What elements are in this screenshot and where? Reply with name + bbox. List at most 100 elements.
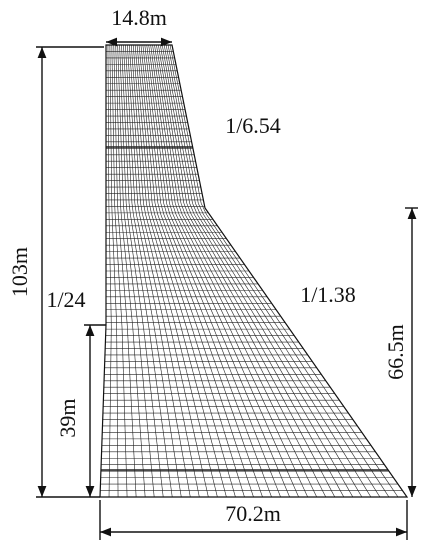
mesh-line xyxy=(213,259,220,272)
mesh-line xyxy=(145,225,149,238)
mesh-line xyxy=(321,395,330,407)
mesh-line xyxy=(162,316,166,328)
mesh-line xyxy=(262,451,268,464)
mesh-line xyxy=(132,440,135,452)
mesh-line xyxy=(214,451,218,464)
mesh-line xyxy=(243,372,250,385)
mesh-line xyxy=(192,395,196,407)
mesh-line xyxy=(183,338,188,351)
mesh-line xyxy=(149,124,151,136)
mesh-line xyxy=(234,417,239,430)
mesh-line xyxy=(204,350,209,362)
mesh-line xyxy=(241,417,247,430)
mesh-line xyxy=(117,203,119,215)
mesh-line xyxy=(124,293,126,305)
mesh-line xyxy=(146,146,149,159)
mesh-line xyxy=(219,395,224,407)
mesh-line xyxy=(125,225,128,238)
mesh-line xyxy=(178,90,182,102)
mesh-line xyxy=(176,101,179,113)
mesh-line xyxy=(177,225,184,238)
mesh-line xyxy=(130,395,132,407)
mesh-line xyxy=(243,304,251,317)
mesh-line xyxy=(171,225,177,238)
mesh-line xyxy=(172,67,175,79)
mesh-line xyxy=(130,214,133,226)
mesh-line xyxy=(176,90,180,102)
mesh-line xyxy=(179,236,185,249)
mesh-line xyxy=(144,101,147,113)
mesh-line xyxy=(190,191,193,204)
mesh-line xyxy=(242,383,248,396)
mesh-line xyxy=(132,169,134,181)
mesh-line xyxy=(206,214,215,226)
mesh-line xyxy=(162,135,165,147)
mesh-line xyxy=(164,440,167,452)
mesh-line xyxy=(265,406,272,419)
mesh-line xyxy=(165,135,168,147)
mesh-line xyxy=(181,191,185,204)
mesh-line xyxy=(154,203,159,215)
mesh-line xyxy=(167,372,171,385)
mesh-line xyxy=(351,440,360,452)
mesh-line xyxy=(138,180,141,192)
mesh-line xyxy=(233,463,238,475)
mesh-line xyxy=(123,214,126,226)
mesh-line xyxy=(128,225,131,238)
mesh-line xyxy=(143,90,146,102)
mesh-line xyxy=(142,101,144,113)
mesh-line xyxy=(287,395,295,407)
mesh-line xyxy=(143,67,145,79)
mesh-line xyxy=(235,383,241,396)
mesh-line xyxy=(229,327,235,339)
mesh-line xyxy=(161,146,164,159)
mesh-line xyxy=(157,78,160,91)
mesh-line xyxy=(200,236,208,249)
mesh-line xyxy=(159,304,163,317)
mesh-line xyxy=(224,259,233,272)
mesh-line xyxy=(156,146,159,159)
mesh-line xyxy=(173,248,178,260)
mesh-line xyxy=(206,270,213,283)
mesh-line xyxy=(154,282,158,294)
mesh-line xyxy=(173,270,178,283)
mesh-line xyxy=(150,463,153,475)
mesh-line xyxy=(132,327,134,339)
mesh-line xyxy=(128,248,131,260)
mesh-line xyxy=(129,293,131,305)
mesh-line xyxy=(186,169,189,181)
mesh-line xyxy=(158,282,163,294)
mesh-line xyxy=(128,67,130,79)
mesh-line xyxy=(155,338,159,351)
mesh-line xyxy=(162,383,166,396)
mesh-line xyxy=(181,214,189,226)
mesh-line xyxy=(185,180,188,192)
mesh-line xyxy=(153,417,156,430)
mesh-line xyxy=(121,56,123,68)
mesh-line xyxy=(240,338,247,351)
mesh-line xyxy=(186,372,190,385)
mesh-line xyxy=(172,316,177,328)
mesh-line xyxy=(139,417,141,430)
mesh-line xyxy=(167,191,170,204)
mesh-line xyxy=(146,44,149,57)
mesh-line xyxy=(194,270,200,283)
mesh-line xyxy=(270,451,276,464)
mesh-line xyxy=(199,293,205,306)
mesh-line xyxy=(336,406,345,419)
mesh-line xyxy=(271,474,277,486)
mesh-line xyxy=(140,237,144,249)
mesh-line xyxy=(125,90,127,102)
mesh-line xyxy=(144,485,146,498)
mesh-line xyxy=(155,180,157,192)
mesh-line xyxy=(191,157,195,170)
lower-height-label: 66.5m xyxy=(383,324,408,380)
mesh-line xyxy=(131,191,133,204)
mesh-line xyxy=(268,349,276,362)
mesh-line xyxy=(136,112,138,125)
mesh-line xyxy=(133,191,136,204)
mesh-line xyxy=(208,316,214,328)
mesh-line xyxy=(381,485,390,498)
mesh-line xyxy=(171,440,175,452)
mesh-line xyxy=(301,395,309,407)
